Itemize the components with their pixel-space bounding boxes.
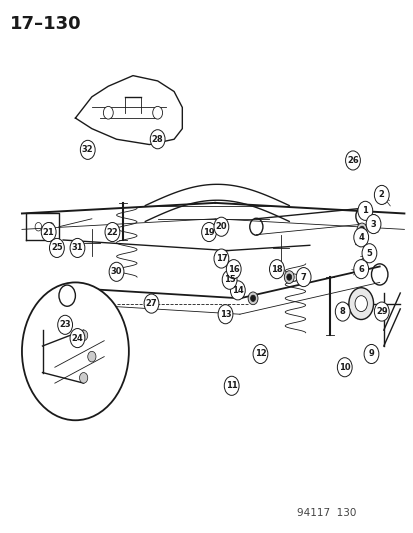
Circle shape bbox=[57, 316, 72, 334]
Circle shape bbox=[79, 373, 88, 383]
Circle shape bbox=[269, 260, 284, 279]
Circle shape bbox=[359, 263, 363, 270]
Circle shape bbox=[353, 228, 368, 247]
Circle shape bbox=[226, 260, 240, 279]
Circle shape bbox=[144, 294, 159, 313]
Circle shape bbox=[354, 296, 366, 312]
Circle shape bbox=[41, 222, 56, 241]
Text: 11: 11 bbox=[225, 381, 237, 390]
Circle shape bbox=[356, 260, 366, 273]
Text: 17: 17 bbox=[215, 254, 227, 263]
Circle shape bbox=[105, 222, 119, 241]
Circle shape bbox=[357, 201, 372, 220]
Text: 13: 13 bbox=[219, 310, 231, 319]
Circle shape bbox=[79, 330, 88, 341]
Circle shape bbox=[252, 344, 267, 364]
Circle shape bbox=[218, 305, 233, 324]
Circle shape bbox=[50, 238, 64, 257]
Text: 14: 14 bbox=[231, 286, 243, 295]
Text: 24: 24 bbox=[71, 334, 83, 343]
Circle shape bbox=[214, 249, 228, 268]
Text: 15: 15 bbox=[223, 275, 235, 284]
Text: 29: 29 bbox=[375, 307, 387, 316]
Text: 4: 4 bbox=[357, 233, 363, 242]
Text: 6: 6 bbox=[357, 265, 363, 273]
Circle shape bbox=[296, 268, 310, 287]
Circle shape bbox=[356, 223, 366, 236]
Circle shape bbox=[250, 295, 255, 302]
Text: 2: 2 bbox=[378, 190, 384, 199]
Text: 28: 28 bbox=[152, 135, 163, 144]
Text: 16: 16 bbox=[227, 265, 239, 273]
Text: 12: 12 bbox=[254, 350, 266, 359]
Circle shape bbox=[109, 262, 123, 281]
Text: 21: 21 bbox=[43, 228, 55, 237]
Circle shape bbox=[88, 351, 96, 362]
Circle shape bbox=[373, 302, 388, 321]
Circle shape bbox=[373, 185, 388, 205]
Circle shape bbox=[353, 260, 368, 279]
Text: 20: 20 bbox=[215, 222, 227, 231]
Circle shape bbox=[247, 292, 257, 305]
Circle shape bbox=[201, 222, 216, 241]
Text: 22: 22 bbox=[106, 228, 118, 237]
Circle shape bbox=[286, 274, 291, 280]
Text: 8: 8 bbox=[339, 307, 345, 316]
Text: 19: 19 bbox=[203, 228, 214, 237]
Text: 5: 5 bbox=[366, 249, 371, 258]
Circle shape bbox=[348, 288, 373, 319]
Text: 9: 9 bbox=[368, 350, 373, 359]
Text: 23: 23 bbox=[59, 320, 71, 329]
Circle shape bbox=[222, 270, 237, 289]
Circle shape bbox=[284, 271, 294, 284]
Circle shape bbox=[103, 107, 113, 119]
Text: 18: 18 bbox=[271, 265, 282, 273]
Circle shape bbox=[22, 282, 128, 420]
Circle shape bbox=[365, 215, 380, 233]
Text: 7: 7 bbox=[300, 272, 306, 281]
Circle shape bbox=[70, 238, 85, 257]
Circle shape bbox=[335, 302, 349, 321]
Text: 17–130: 17–130 bbox=[9, 14, 81, 33]
Circle shape bbox=[80, 140, 95, 159]
Text: 26: 26 bbox=[346, 156, 358, 165]
Text: 3: 3 bbox=[370, 220, 375, 229]
Text: 32: 32 bbox=[82, 146, 93, 155]
Circle shape bbox=[359, 226, 363, 232]
Circle shape bbox=[361, 244, 376, 263]
Text: 25: 25 bbox=[51, 244, 63, 253]
Circle shape bbox=[337, 358, 351, 377]
Circle shape bbox=[230, 281, 244, 300]
Text: 10: 10 bbox=[338, 363, 350, 372]
Circle shape bbox=[150, 130, 165, 149]
Circle shape bbox=[363, 344, 378, 364]
Circle shape bbox=[214, 217, 228, 236]
Text: 31: 31 bbox=[71, 244, 83, 253]
Text: 30: 30 bbox=[111, 268, 122, 276]
Text: 1: 1 bbox=[361, 206, 368, 215]
Text: 94117  130: 94117 130 bbox=[297, 508, 356, 519]
Circle shape bbox=[345, 151, 359, 170]
Text: 27: 27 bbox=[145, 299, 157, 308]
Circle shape bbox=[224, 376, 238, 395]
Circle shape bbox=[70, 328, 85, 348]
Circle shape bbox=[152, 107, 162, 119]
